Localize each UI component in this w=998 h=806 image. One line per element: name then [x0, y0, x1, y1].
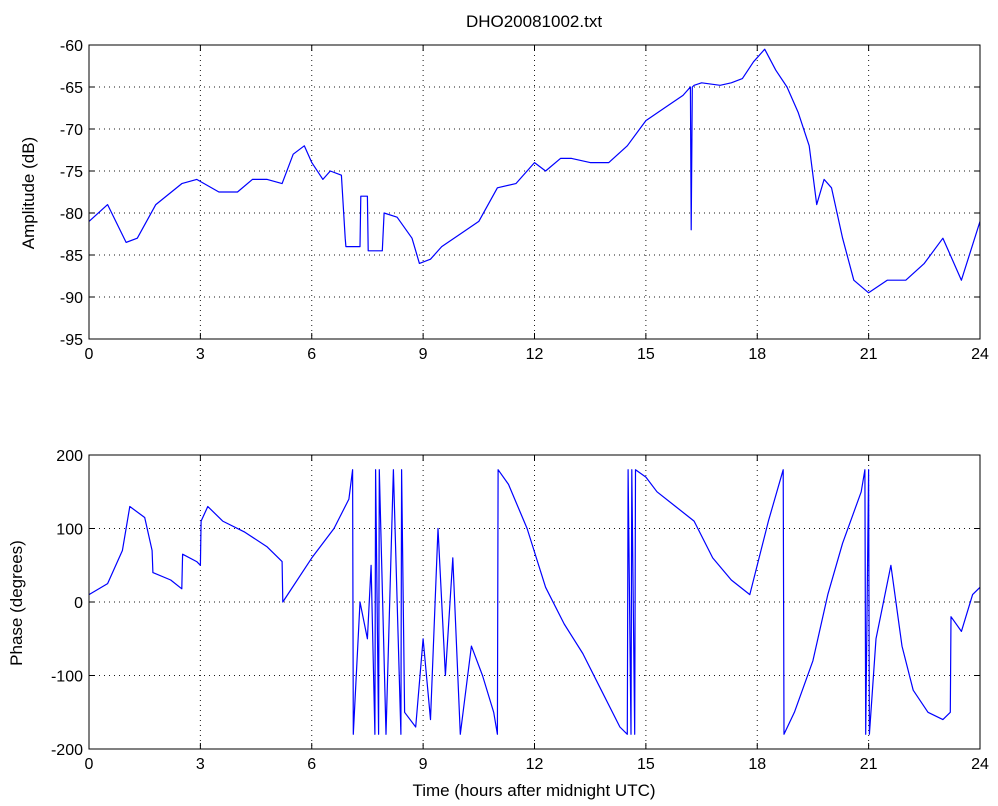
- amplitude-series-line: [88, 48, 981, 294]
- amplitude-ytick-label: -80: [60, 206, 83, 223]
- phase-xtick-label: 21: [860, 756, 878, 773]
- phase-xtick-label: 15: [637, 756, 655, 773]
- chart-title: DHO20081002.txt: [466, 12, 602, 31]
- amplitude-ytick-label: -75: [60, 164, 83, 181]
- amplitude-ytick-label: -95: [60, 332, 83, 349]
- amplitude-xtick-label: 0: [85, 346, 94, 363]
- amplitude-ytick-label: -70: [60, 122, 83, 139]
- phase-ytick-label: 200: [56, 448, 83, 465]
- phase-ytick-label: 100: [56, 522, 83, 539]
- phase-xtick-label: 0: [85, 756, 94, 773]
- phase-xtick-label: 9: [419, 756, 428, 773]
- amplitude-xtick-label: 18: [748, 346, 766, 363]
- amplitude-ytick-label: -65: [60, 80, 83, 97]
- amplitude-xtick-label: 12: [526, 346, 544, 363]
- phase-ytick-label: -200: [51, 742, 83, 759]
- amplitude-xtick-label: 6: [307, 346, 316, 363]
- amplitude-ytick-label: -60: [60, 38, 83, 55]
- amplitude-xtick-label: 9: [419, 346, 428, 363]
- amplitude-xtick-label: 3: [196, 346, 205, 363]
- amplitude-xtick-label: 21: [860, 346, 878, 363]
- phase-ytick-label: -100: [51, 669, 83, 686]
- amplitude-xtick-label: 24: [971, 346, 989, 363]
- amplitude-xtick-label: 15: [637, 346, 655, 363]
- amplitude-ytick-label: -85: [60, 248, 83, 265]
- phase-xlabel: Time (hours after midnight UTC): [412, 781, 655, 800]
- phase-plot: 0 3 6 9 12 15 18 21 24 -200 -100 0 100 200: [51, 448, 989, 773]
- phase-xtick-label: 24: [971, 756, 989, 773]
- phase-xtick-label: 3: [196, 756, 205, 773]
- phase-xtick-label: 6: [307, 756, 316, 773]
- phase-series-line: [88, 469, 981, 735]
- phase-ylabel: Phase (degrees): [7, 540, 26, 666]
- phase-xtick-label: 18: [748, 756, 766, 773]
- amplitude-plot: 0 3 6 9 12 15 18 21 24 -95 -90 -85 -80 -75 -70 -65 -60: [60, 38, 989, 363]
- amplitude-ytick-label: -90: [60, 290, 83, 307]
- amplitude-ylabel: Amplitude (dB): [19, 137, 38, 249]
- phase-ytick-label: 0: [74, 595, 83, 612]
- phase-xtick-label: 12: [526, 756, 544, 773]
